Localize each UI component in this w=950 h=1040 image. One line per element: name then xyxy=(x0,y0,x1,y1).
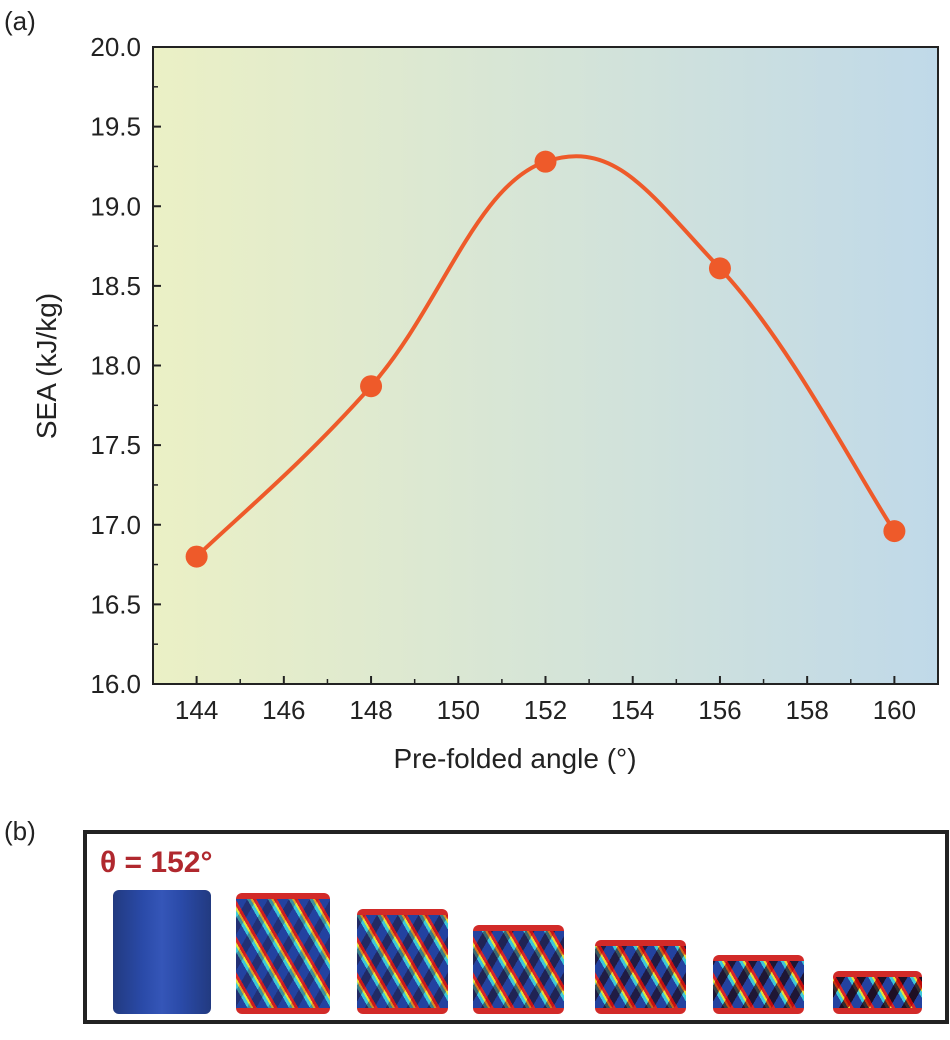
y-tick-label: 19.0 xyxy=(90,191,141,221)
deformation-frame xyxy=(357,909,448,1014)
x-tick-label: 156 xyxy=(698,695,741,725)
x-tick-label: 160 xyxy=(873,695,916,725)
deformation-frame xyxy=(473,925,564,1014)
y-tick-label: 17.0 xyxy=(90,510,141,540)
y-tick-label: 16.5 xyxy=(90,589,141,619)
data-point xyxy=(883,520,906,543)
deformation-frame xyxy=(833,971,922,1014)
data-point xyxy=(534,150,557,173)
y-axis-label: SEA (kJ/kg) xyxy=(31,293,62,439)
deformation-frame xyxy=(713,955,804,1014)
x-tick-label: 158 xyxy=(785,695,828,725)
x-tick-label: 146 xyxy=(262,695,305,725)
sea-chart: 144 146 148 150 152 154 156 158 160 16.0 16.5 17.0 1… xyxy=(31,32,939,774)
y-tick-label: 16.0 xyxy=(90,669,141,699)
plot-area xyxy=(152,46,939,685)
x-tick-label: 152 xyxy=(524,695,567,725)
x-axis-label: Pre-folded angle (°) xyxy=(393,743,636,774)
x-tick-label: 144 xyxy=(175,695,218,725)
y-tick-label: 19.5 xyxy=(90,112,141,142)
x-tick-label: 148 xyxy=(349,695,392,725)
simulation-frames-box xyxy=(83,830,949,1024)
y-tick-label: 18.5 xyxy=(90,271,141,301)
deformation-frame xyxy=(236,893,330,1014)
data-point xyxy=(360,375,383,398)
y-tick-label: 18.0 xyxy=(90,351,141,381)
deformation-frame xyxy=(595,940,686,1014)
y-tick-label: 20.0 xyxy=(90,32,141,62)
deformation-frame xyxy=(113,890,211,1014)
data-point xyxy=(185,545,208,568)
x-tick-label: 154 xyxy=(611,695,654,725)
theta-annotation: θ = 152° xyxy=(100,846,213,879)
y-tick-label: 17.5 xyxy=(90,430,141,460)
panel-a-label: (a) xyxy=(4,6,36,36)
panel-b-label: (b) xyxy=(4,816,36,846)
data-point xyxy=(708,257,731,280)
x-tick-label: 150 xyxy=(437,695,480,725)
